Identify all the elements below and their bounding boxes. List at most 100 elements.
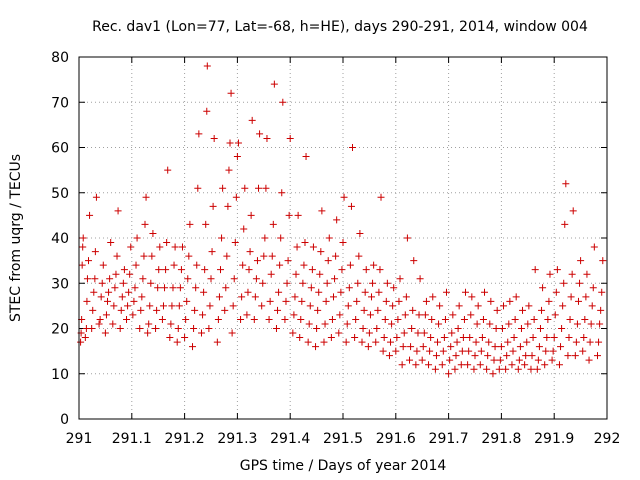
data-point xyxy=(447,343,455,351)
data-point xyxy=(366,311,374,319)
data-point xyxy=(265,315,273,323)
data-point xyxy=(267,270,275,278)
data-point xyxy=(159,302,167,310)
data-point xyxy=(79,243,87,251)
data-point xyxy=(438,361,446,369)
data-point xyxy=(182,315,190,323)
data-point xyxy=(439,347,447,355)
data-point xyxy=(194,184,202,192)
data-point xyxy=(206,302,214,310)
data-point xyxy=(86,211,94,219)
data-point xyxy=(109,320,117,328)
data-point xyxy=(200,288,208,296)
data-point xyxy=(99,261,107,269)
data-point xyxy=(446,356,454,364)
data-point xyxy=(168,302,176,310)
data-point xyxy=(325,234,333,242)
data-point xyxy=(549,347,557,355)
data-point xyxy=(445,370,453,378)
data-point xyxy=(272,325,280,332)
data-point xyxy=(431,365,439,373)
data-point xyxy=(333,216,341,224)
data-point xyxy=(279,98,287,106)
y-tick-label: 0 xyxy=(60,412,69,428)
data-point xyxy=(203,107,211,115)
data-point xyxy=(91,248,99,256)
data-point xyxy=(505,320,513,328)
data-point xyxy=(394,315,402,323)
data-point xyxy=(393,334,401,342)
data-point xyxy=(185,252,193,260)
data-point xyxy=(205,325,213,332)
data-point xyxy=(561,220,569,228)
data-point xyxy=(392,347,400,355)
data-point xyxy=(497,343,505,351)
data-point xyxy=(583,270,591,278)
data-point xyxy=(360,306,368,314)
data-point xyxy=(596,320,604,328)
data-point xyxy=(524,320,532,328)
data-point xyxy=(342,338,350,346)
x-axis-label: GPS time / Days of year 2014 xyxy=(240,458,447,474)
data-point xyxy=(144,329,152,337)
data-point xyxy=(413,347,421,355)
data-point xyxy=(359,325,367,332)
data-point xyxy=(245,266,253,274)
data-point xyxy=(542,347,550,355)
data-point xyxy=(282,297,290,305)
data-point xyxy=(541,361,549,369)
data-point xyxy=(155,266,163,274)
data-point xyxy=(382,297,390,305)
data-point xyxy=(566,315,574,323)
data-point xyxy=(247,211,255,219)
data-point xyxy=(345,284,353,292)
data-point xyxy=(344,302,352,310)
data-point xyxy=(163,239,171,247)
data-point xyxy=(481,288,489,296)
data-point xyxy=(398,361,406,369)
data-point xyxy=(291,293,299,301)
data-point xyxy=(368,293,376,301)
data-point xyxy=(515,356,523,364)
data-point xyxy=(126,270,134,278)
data-point xyxy=(544,315,552,323)
data-point xyxy=(410,257,418,265)
data-point xyxy=(335,329,343,337)
data-point xyxy=(324,257,332,265)
data-point xyxy=(133,234,141,242)
data-point xyxy=(302,153,310,161)
y-axis-ticks: 0 10 20 30 40 50 60 70 80 xyxy=(51,50,607,428)
data-point xyxy=(530,315,538,323)
data-point xyxy=(162,266,170,274)
data-point xyxy=(474,302,482,310)
data-point xyxy=(215,293,223,301)
data-point xyxy=(453,338,461,346)
data-point xyxy=(534,356,542,364)
data-point xyxy=(362,266,370,274)
data-point xyxy=(252,275,260,283)
data-point xyxy=(487,297,495,305)
data-point xyxy=(572,338,580,346)
data-point xyxy=(407,343,415,351)
data-point xyxy=(246,248,254,256)
data-point xyxy=(201,266,209,274)
data-point xyxy=(399,343,407,351)
data-point xyxy=(192,284,200,292)
data-point xyxy=(248,116,256,124)
data-point xyxy=(448,329,456,337)
data-point xyxy=(571,352,579,360)
data-point xyxy=(274,306,282,314)
data-point xyxy=(96,315,104,323)
data-point xyxy=(89,306,97,314)
data-point xyxy=(170,261,178,269)
data-point xyxy=(161,284,169,292)
y-tick-label: 40 xyxy=(51,231,69,247)
data-point xyxy=(471,352,479,360)
data-point xyxy=(107,239,115,247)
data-point xyxy=(238,293,246,301)
data-point xyxy=(244,288,252,296)
data-point xyxy=(209,202,217,210)
data-point xyxy=(451,365,459,373)
data-point xyxy=(428,315,436,323)
